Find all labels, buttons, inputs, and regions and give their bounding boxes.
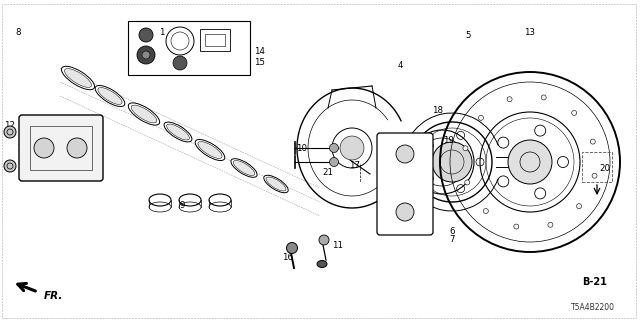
Circle shape [396,203,414,221]
Ellipse shape [234,161,255,175]
Ellipse shape [195,140,225,161]
Circle shape [4,126,16,138]
Circle shape [572,110,577,116]
Text: 2: 2 [17,143,23,153]
Text: 1: 1 [159,28,164,36]
Bar [200,29,230,51]
Text: 15: 15 [255,58,266,67]
Circle shape [465,180,470,185]
Circle shape [330,157,339,166]
Text: 18: 18 [433,106,444,115]
Text: FR.: FR. [44,291,63,301]
Circle shape [463,146,468,151]
Ellipse shape [231,159,257,177]
Bar [205,34,225,46]
Text: 13: 13 [525,28,536,36]
Circle shape [514,224,519,229]
Text: 19: 19 [443,135,453,145]
Text: 21: 21 [323,167,333,177]
FancyBboxPatch shape [377,133,433,235]
Ellipse shape [317,260,327,268]
Text: 6: 6 [449,228,455,236]
Text: 9: 9 [179,201,185,210]
Ellipse shape [164,122,192,142]
Text: 12: 12 [4,121,15,130]
Circle shape [508,140,552,184]
Ellipse shape [266,177,286,191]
Circle shape [507,97,512,102]
Text: 10: 10 [296,143,307,153]
Circle shape [479,115,483,120]
Circle shape [137,46,155,64]
Circle shape [340,136,364,160]
Text: 5: 5 [465,30,471,39]
Ellipse shape [131,105,157,123]
Ellipse shape [98,88,122,104]
Ellipse shape [61,66,95,90]
Circle shape [319,235,329,245]
Circle shape [396,145,414,163]
Circle shape [541,95,546,100]
Text: B-21: B-21 [582,277,607,287]
Circle shape [590,139,595,144]
Circle shape [577,204,582,209]
Circle shape [483,209,488,213]
Circle shape [548,222,553,227]
Ellipse shape [129,103,159,125]
Text: 20: 20 [600,164,611,172]
Circle shape [330,143,339,153]
Circle shape [67,138,87,158]
Circle shape [139,28,153,42]
Text: 11: 11 [333,241,344,250]
Bar [128,21,250,75]
Circle shape [173,56,187,70]
Text: 7: 7 [449,236,455,244]
Bar [30,126,92,170]
Ellipse shape [166,124,189,140]
Text: 14: 14 [255,47,266,57]
Circle shape [142,51,150,59]
Text: 17: 17 [349,161,360,170]
Text: T5A4B2200: T5A4B2200 [571,303,615,312]
Ellipse shape [264,175,288,193]
Ellipse shape [65,68,92,87]
Ellipse shape [198,141,222,158]
Bar [582,152,612,182]
Text: 8: 8 [15,28,20,36]
Circle shape [287,243,298,253]
Text: 16: 16 [282,253,294,262]
Circle shape [4,160,16,172]
Text: 3: 3 [17,156,23,164]
Ellipse shape [95,85,125,107]
Circle shape [432,142,472,182]
FancyBboxPatch shape [19,115,103,181]
Circle shape [592,173,597,178]
Text: 4: 4 [397,60,403,69]
Circle shape [34,138,54,158]
